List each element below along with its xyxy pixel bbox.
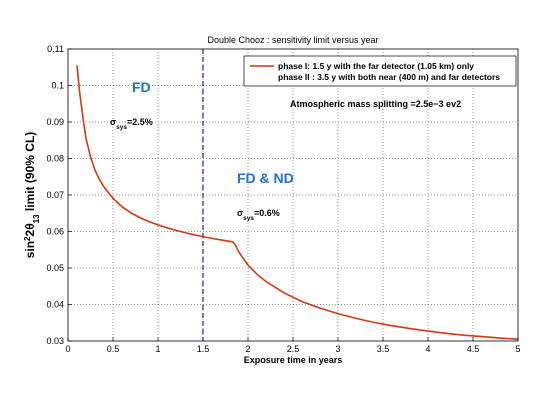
fdnd-label: FD & ND: [237, 170, 294, 186]
y-tick-label: 0.05: [46, 263, 64, 273]
plot-frame: [67, 48, 519, 342]
legend-entry-2: phase II : 3.5 y with both near (400 m) …: [278, 72, 500, 82]
x-tick-label: 1.5: [197, 344, 210, 354]
y-tick-label: 0.08: [46, 154, 64, 164]
y-axis-label-prefix: sin: [23, 241, 37, 258]
y-axis-label-sup: 2: [23, 236, 32, 241]
y-tick-label: 0.1: [51, 81, 64, 91]
x-tick-label: 0: [65, 344, 70, 354]
chart-title: Double Chooz : sensitivity limit versus …: [207, 35, 378, 45]
legend: phase I: 1.5 y with the far detector (1.…: [243, 55, 517, 87]
y-axis-label-suffix: limit (90% CL): [23, 132, 37, 215]
y-tick-label: 0.06: [46, 227, 64, 237]
legend-box: [243, 55, 517, 87]
x-tick-label: 5: [515, 344, 520, 354]
sigma-phase1: σsys=2.5%: [110, 117, 153, 131]
x-tick-label: 4: [425, 344, 430, 354]
y-axis-label-mid: 2θ: [23, 223, 37, 236]
legend-entry-1: phase I: 1.5 y with the far detector (1.…: [278, 61, 474, 71]
x-tick-label: 1: [155, 344, 160, 354]
atmospheric-annotation: Atmospheric mass splitting =2.5e−3 ev2: [290, 99, 461, 109]
y-tick-label: 0.07: [46, 190, 64, 200]
sigma-phase2: σsys=0.6%: [237, 208, 280, 222]
y-tick-label: 0.09: [46, 117, 64, 127]
x-tick-label: 2.5: [287, 344, 300, 354]
x-tick-label: 3.5: [377, 344, 390, 354]
x-axis-label: Exposure time in years: [244, 355, 343, 365]
y-tick-label: 0.04: [46, 300, 64, 310]
axis-ticks: 0 0.5 1 1.5 2 2.5 3 3.5 4 4.5 5 0.03 0.04 0.05 0.06 0.0…: [46, 44, 520, 354]
y-tick-label: 0.11: [47, 44, 64, 54]
x-tick-label: 3: [335, 344, 340, 354]
x-tick-label: 4.5: [467, 344, 480, 354]
x-tick-label: 0.5: [107, 344, 120, 354]
fd-label: FD: [132, 79, 151, 95]
y-axis-label-sub: 13: [32, 214, 41, 223]
y-axis-label: sin22θ13 limit (90% CL): [23, 132, 41, 259]
x-tick-label: 2: [245, 344, 250, 354]
y-tick-label: 0.03: [46, 336, 64, 346]
series-line: [76, 65, 519, 340]
